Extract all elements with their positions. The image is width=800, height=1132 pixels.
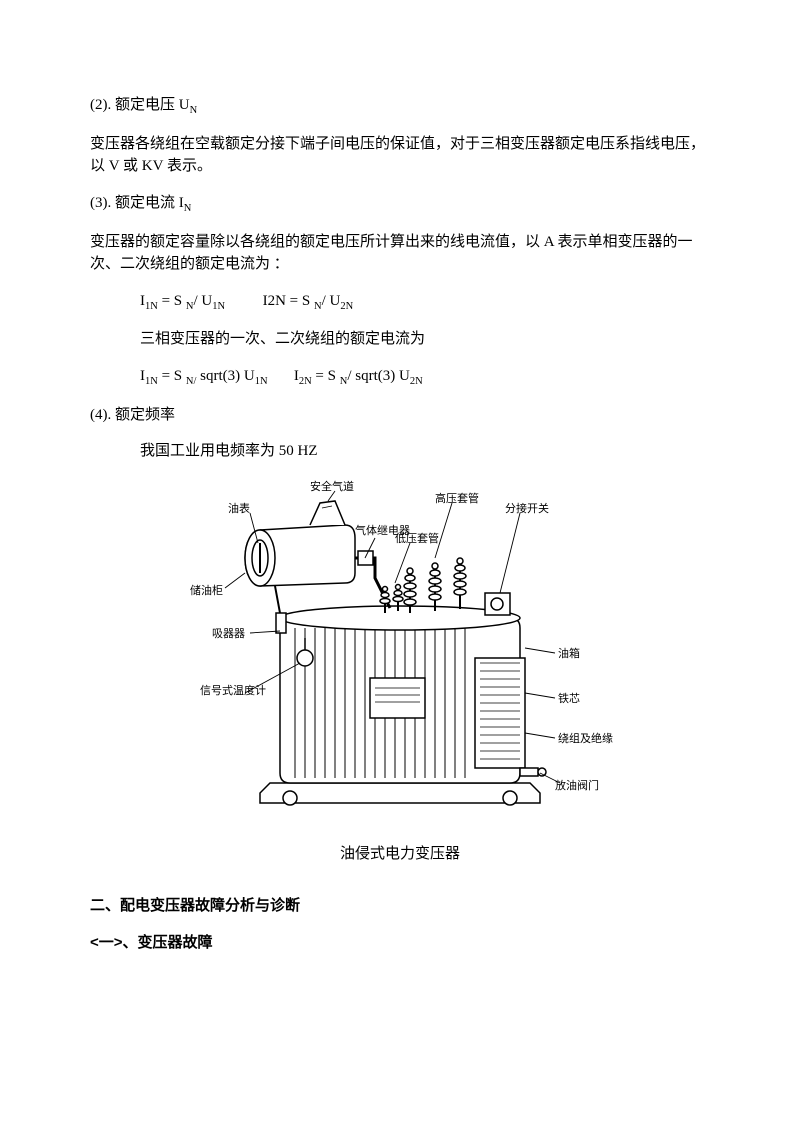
figure-caption: 油侵式电力变压器 — [90, 843, 710, 866]
body-4: 我国工业用电频率为 50 HZ — [90, 440, 710, 463]
body-3: 变压器的额定容量除以各绕组的额定电压所计算出来的线电流值，以 A 表示单相变压器… — [90, 231, 710, 276]
formula-2: I1N = S N/ sqrt(3) U1N I2N = S N/ sqrt(3… — [90, 365, 710, 390]
label-diyataoguan: 低压套管 — [395, 531, 439, 548]
heading-2-sub: N — [190, 105, 198, 116]
label-tiexin: 铁芯 — [558, 691, 580, 708]
heading-2-text: (2). 额定电压 U — [90, 97, 190, 113]
sub-1-heading: <一>、变压器故障 — [90, 932, 710, 955]
heading-3: (3). 额定电流 IN — [90, 192, 710, 217]
heading-3-sub: N — [184, 203, 192, 214]
heading-2: (2). 额定电压 UN — [90, 94, 710, 119]
label-youbiao: 油表 — [228, 501, 250, 518]
label-anquanqidao: 安全气道 — [310, 479, 354, 496]
body-2: 变压器各绕组在空载额定分接下端子间电压的保证值，对于三相变压器额定电压系指线电压… — [90, 133, 710, 178]
label-gaoyataoguan: 高压套管 — [435, 491, 479, 508]
section-2-heading: 二、配电变压器故障分析与诊断 — [90, 895, 710, 918]
heading-3-text: (3). 额定电流 I — [90, 195, 184, 211]
label-raozu: 绕组及绝缘 — [558, 731, 598, 748]
label-fangyoufamen: 放油阀门 — [555, 778, 599, 795]
transformer-diagram: 油表 安全气道 气体继电器 高压套管 低压套管 分接开关 储油柜 吸器器 信号式… — [90, 483, 710, 823]
label-youxiang: 油箱 — [558, 646, 580, 663]
formula-1: I1N = S N/ U1N I2N = S N/ U2N — [90, 290, 710, 315]
heading-4: (4). 额定频率 — [90, 404, 710, 427]
label-chuyougui: 储油柜 — [190, 583, 223, 600]
document-page: (2). 额定电压 UN 变压器各绕组在空载额定分接下端子间电压的保证值，对于三… — [0, 0, 800, 1008]
label-xiqiqi: 吸器器 — [212, 626, 245, 643]
label-fenjiekaiguan: 分接开关 — [505, 501, 549, 518]
line-3-2: 三相变压器的一次、二次绕组的额定电流为 — [90, 328, 710, 351]
label-xinhaoshi: 信号式温度计 — [200, 683, 245, 700]
